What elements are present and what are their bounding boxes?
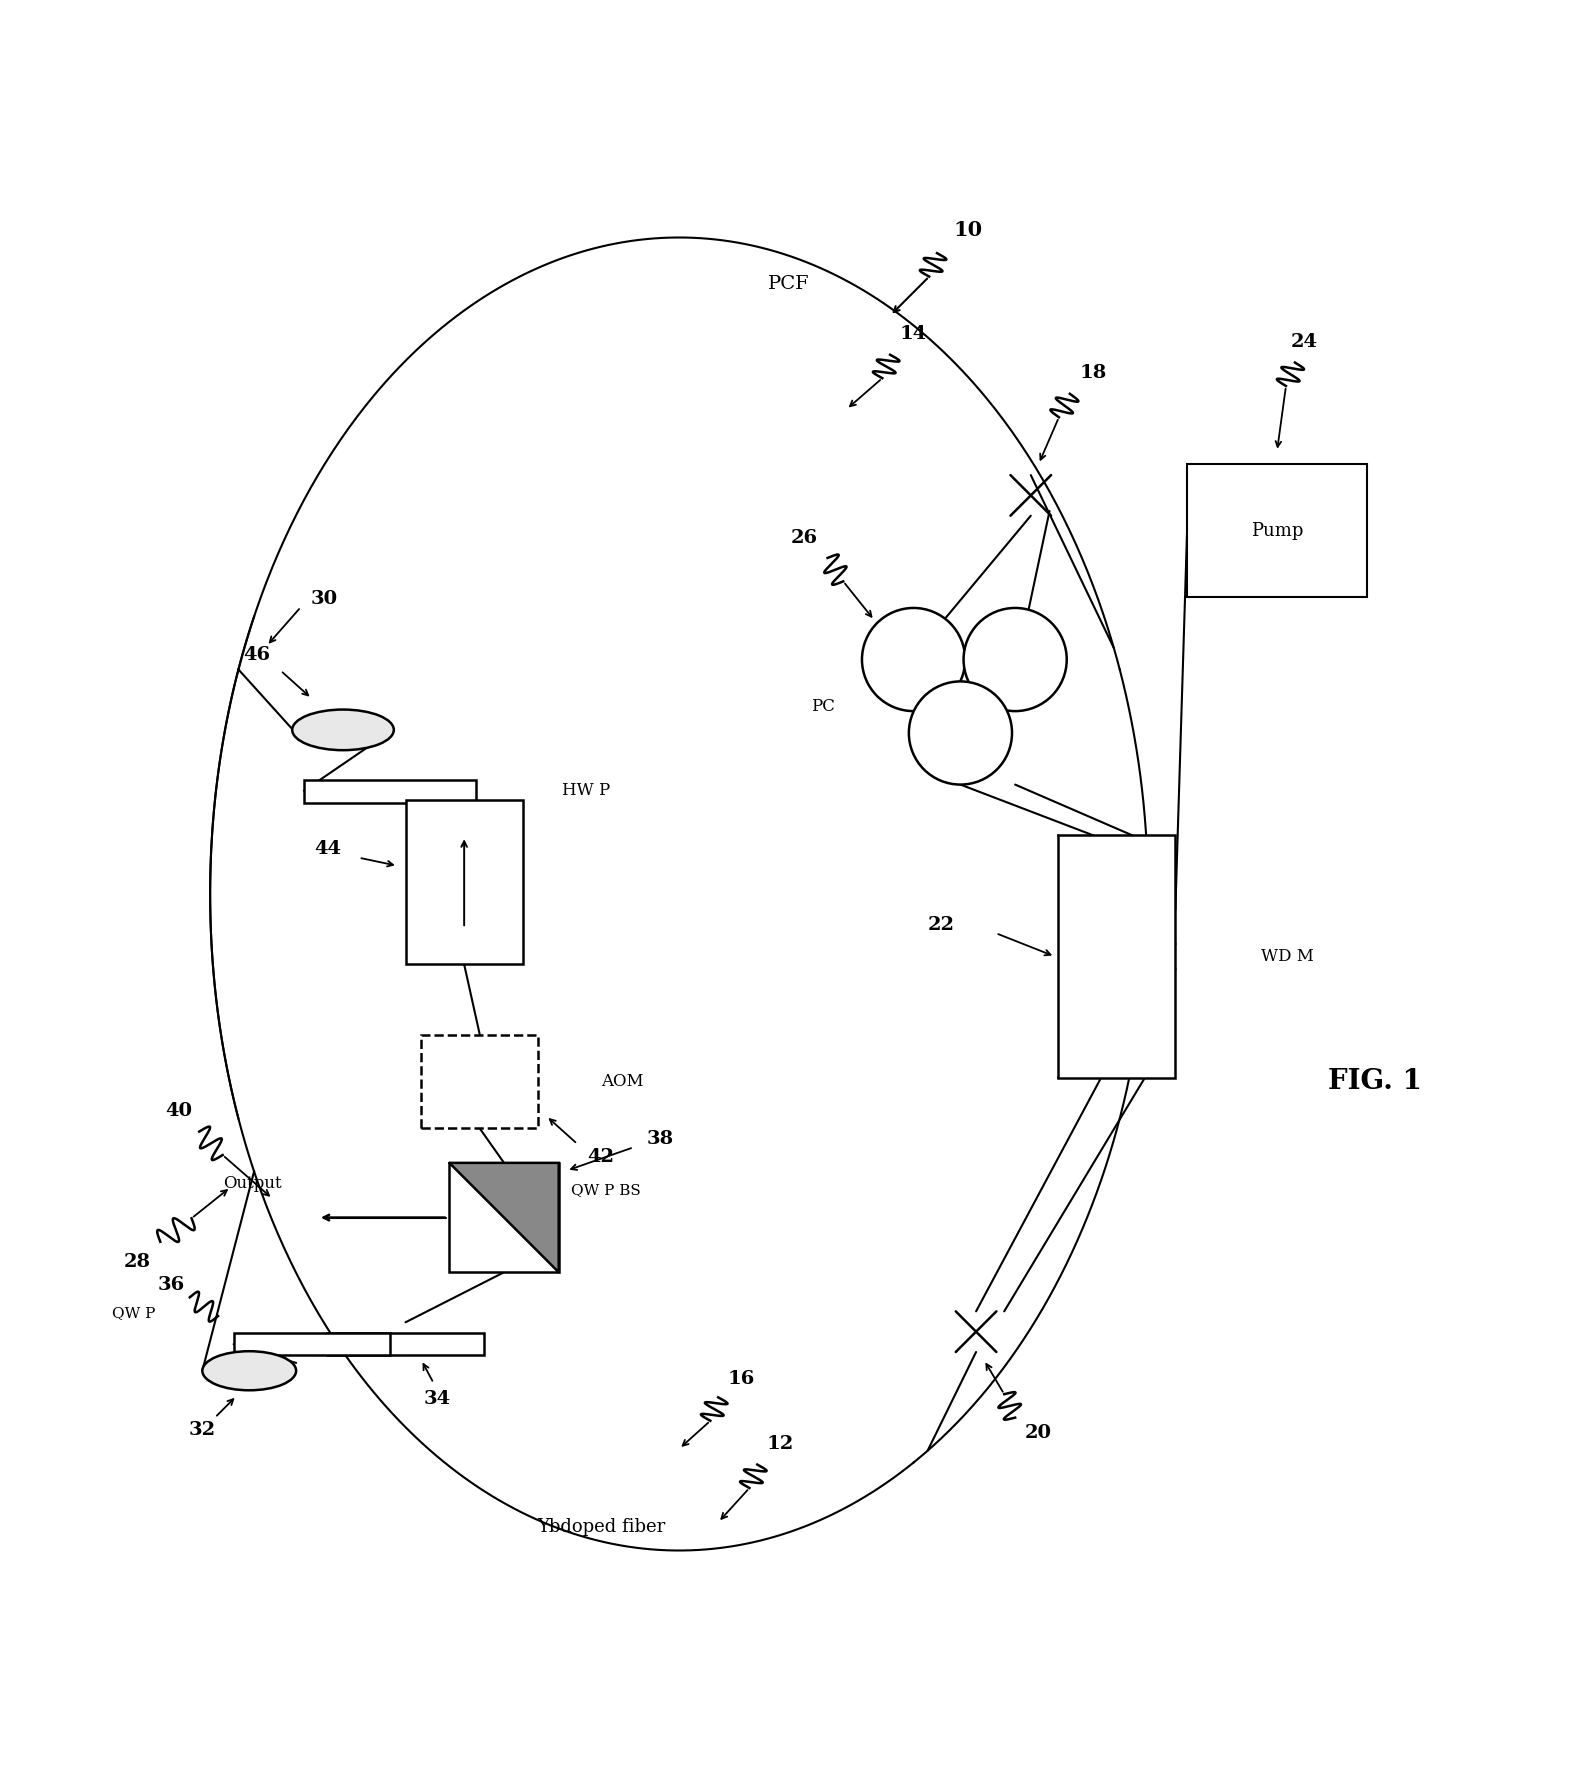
Text: 38: 38 [647, 1130, 673, 1148]
Text: 44: 44 [314, 840, 341, 858]
Text: 46: 46 [243, 645, 271, 663]
Text: 28: 28 [123, 1253, 150, 1271]
Bar [1058, 835, 1175, 1078]
Text: 12: 12 [766, 1436, 795, 1454]
Circle shape [908, 681, 1012, 785]
Ellipse shape [292, 710, 394, 751]
Bar [304, 780, 476, 803]
Bar [1187, 465, 1367, 597]
Text: Output: Output [222, 1175, 281, 1191]
Text: 16: 16 [729, 1370, 755, 1387]
Text: 18: 18 [1080, 365, 1107, 383]
Text: 32: 32 [189, 1421, 216, 1439]
Text: WD M: WD M [1262, 948, 1314, 966]
Text: 22: 22 [927, 915, 954, 935]
Text: 20: 20 [1025, 1425, 1052, 1443]
Bar [233, 1334, 390, 1355]
Circle shape [964, 608, 1066, 712]
Text: 34: 34 [423, 1389, 451, 1407]
Text: QW P: QW P [112, 1305, 156, 1320]
Bar [449, 1162, 558, 1273]
Circle shape [863, 608, 965, 712]
Bar [405, 801, 522, 964]
Text: HW P: HW P [561, 783, 610, 799]
Text: PC: PC [811, 697, 834, 715]
Text: 36: 36 [158, 1277, 185, 1295]
Polygon shape [449, 1162, 558, 1273]
Text: FIG. 1: FIG. 1 [1328, 1067, 1421, 1094]
Text: 40: 40 [166, 1101, 192, 1121]
Bar [421, 1035, 538, 1128]
Text: AOM: AOM [601, 1073, 643, 1091]
Ellipse shape [202, 1352, 296, 1391]
Text: 30: 30 [311, 590, 337, 608]
Text: Ybdoped fiber: Ybdoped fiber [536, 1518, 665, 1536]
Bar [328, 1334, 484, 1355]
Text: QW P BS: QW P BS [571, 1184, 640, 1198]
Text: 14: 14 [900, 325, 927, 343]
Text: 42: 42 [587, 1148, 615, 1166]
Text: 24: 24 [1290, 333, 1317, 350]
Text: 10: 10 [954, 220, 982, 240]
Text: Pump: Pump [1251, 522, 1303, 540]
Text: PCF: PCF [768, 275, 809, 293]
Text: 26: 26 [790, 529, 818, 547]
